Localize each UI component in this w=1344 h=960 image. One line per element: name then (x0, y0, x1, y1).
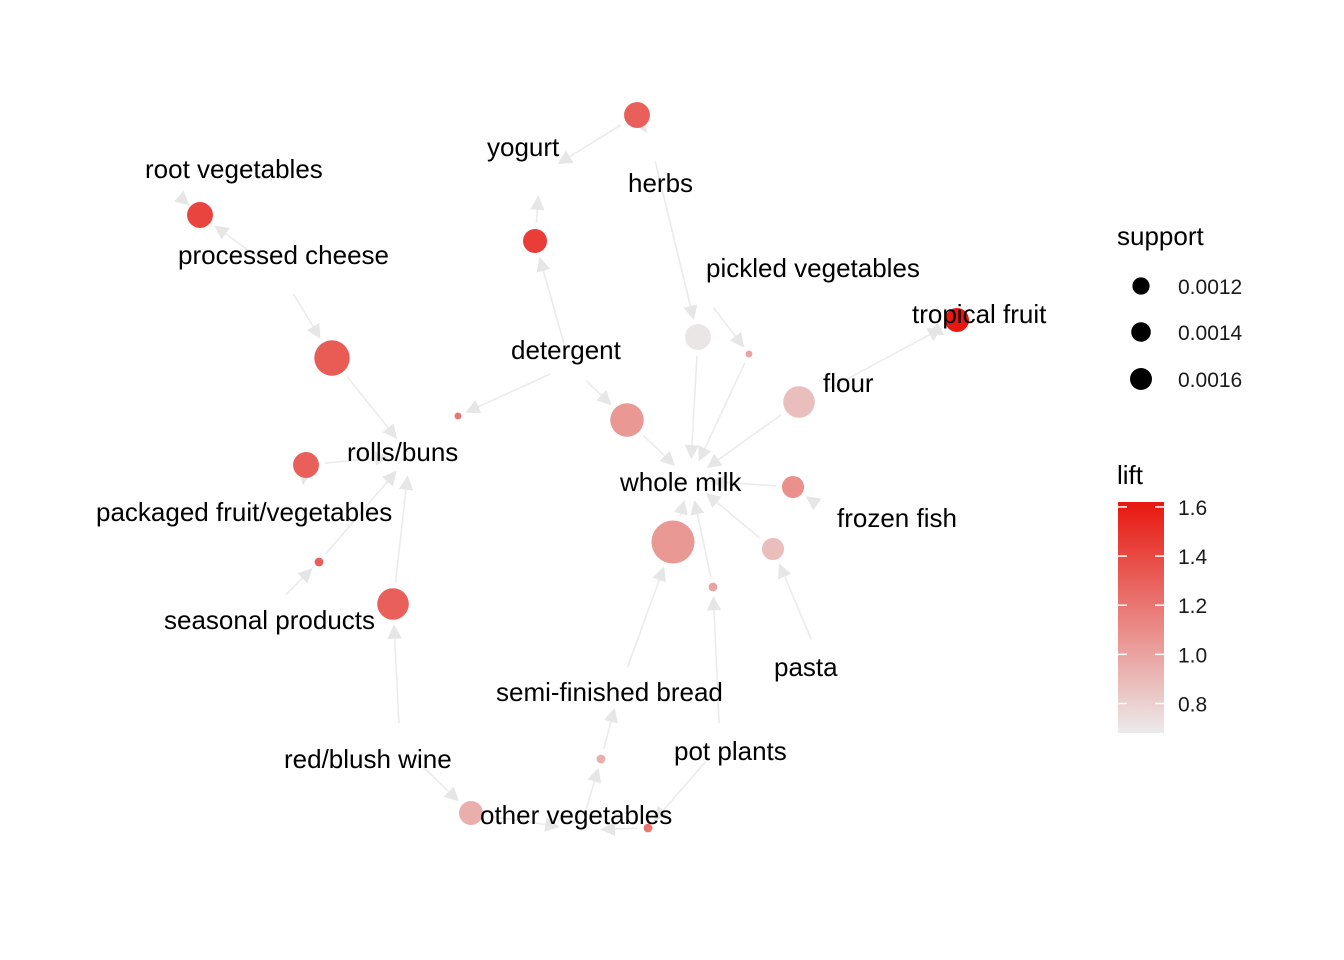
item-label-flour: flour (823, 368, 874, 398)
item-label-yogurt: yogurt (487, 132, 560, 162)
edge-10 (712, 306, 745, 348)
support-key-label-2: 0.0016 (1178, 369, 1242, 392)
item-label-rolls-buns: rolls/buns (347, 437, 458, 467)
rule-node-14 (377, 588, 409, 620)
lift-colorbar (1118, 502, 1164, 733)
support-key-label-0: 0.0012 (1178, 276, 1242, 299)
edge-0 (214, 225, 265, 263)
rule-node-10 (293, 452, 319, 478)
edge-32 (585, 767, 602, 810)
rule-node-6 (945, 308, 969, 332)
edge-30 (706, 595, 722, 724)
rule-node-13 (761, 537, 785, 561)
edge-7 (557, 124, 622, 165)
edge-33 (602, 707, 618, 750)
rule-node-3 (624, 102, 650, 128)
edge-8 (654, 161, 698, 320)
rule-node-4 (685, 324, 711, 350)
edge-19 (324, 451, 390, 466)
support-legend: support 0.0012 0.0014 0.0016 (1117, 221, 1243, 392)
support-key-1 (1131, 322, 1151, 342)
edge-12 (827, 327, 943, 391)
edge-9 (684, 355, 700, 460)
lift-tick-label-3: 1.0 (1178, 644, 1207, 667)
edge-16 (642, 435, 676, 466)
edge-13 (928, 322, 945, 336)
rule-node-19 (643, 823, 653, 833)
edge-28 (626, 566, 666, 668)
edge-layer (173, 116, 945, 837)
edge-31 (690, 500, 712, 578)
item-label-herbs: herbs (628, 168, 693, 198)
item-label-processed-cheese: processed cheese (178, 240, 389, 270)
rule-node-12 (314, 557, 324, 567)
item-label-whole-milk: whole milk (619, 467, 742, 497)
rule-node-2 (523, 229, 547, 253)
rule-node-layer (187, 102, 969, 833)
lift-tick-label-2: 1.2 (1178, 595, 1207, 618)
item-label-layer: root vegetables processed cheese yogurt … (96, 132, 1047, 830)
edge-25 (387, 624, 402, 724)
edge-14 (465, 373, 551, 414)
edge-11 (698, 362, 746, 462)
rule-node-11 (781, 475, 805, 499)
edge-17 (706, 414, 782, 469)
lift-legend: lift 1.6 1.4 1.2 1.0 0.8 (1117, 460, 1208, 733)
rule-node-1 (314, 340, 350, 376)
edge-21 (710, 475, 777, 490)
lift-tick-label-0: 1.6 (1178, 497, 1207, 520)
item-label-pasta: pasta (774, 652, 838, 682)
edge-29 (673, 499, 688, 516)
item-label-red-blush-wine: red/blush wine (284, 744, 452, 774)
item-label-pot-plants: pot plants (674, 736, 787, 766)
edge-36 (653, 761, 707, 822)
item-label-other-vegetables: other vegetables (480, 800, 672, 830)
support-key-label-1: 0.0014 (1178, 322, 1243, 345)
edge-15 (585, 379, 612, 406)
support-key-0 (1132, 277, 1150, 295)
rule-node-16 (708, 582, 718, 592)
item-label-tropical-fruit: tropical fruit (912, 299, 1047, 329)
rule-node-0 (187, 202, 213, 228)
item-label-seasonal-products: seasonal products (164, 605, 375, 635)
edge-37 (600, 821, 638, 837)
rule-node-17 (596, 754, 606, 764)
rule-node-5 (745, 350, 753, 358)
rule-node-15 (651, 520, 695, 564)
item-label-detergent: detergent (511, 335, 622, 365)
edge-34 (415, 759, 460, 802)
rule-node-18 (459, 801, 483, 825)
item-label-root-vegetables: root vegetables (145, 154, 323, 184)
lift-tick-label-4: 0.8 (1178, 694, 1207, 717)
edge-35 (488, 814, 560, 832)
edge-24 (394, 475, 414, 583)
item-label-semi-finished-bread: semi-finished bread (496, 677, 723, 707)
edge-2 (292, 293, 321, 339)
rule-node-8 (610, 403, 644, 437)
lift-legend-title: lift (1117, 460, 1144, 490)
edge-4 (536, 256, 565, 345)
edge-22 (285, 568, 313, 596)
item-label-packaged-fruit-vegetables: packaged fruit/vegetables (96, 497, 392, 527)
rule-node-7 (454, 412, 462, 420)
edge-20 (805, 496, 822, 511)
edge-27 (705, 493, 761, 539)
support-legend-title: support (1117, 221, 1204, 251)
edge-23 (325, 470, 397, 555)
edge-1 (173, 190, 190, 206)
item-label-pickled-vegetables: pickled vegetables (706, 253, 920, 283)
item-label-frozen-fish: frozen fish (837, 503, 957, 533)
edge-26 (778, 563, 813, 641)
rule-node-9 (783, 386, 815, 418)
support-key-2 (1130, 368, 1152, 390)
edge-5 (530, 195, 545, 224)
lift-tick-label-1: 1.4 (1178, 546, 1208, 569)
edge-3 (346, 375, 398, 439)
